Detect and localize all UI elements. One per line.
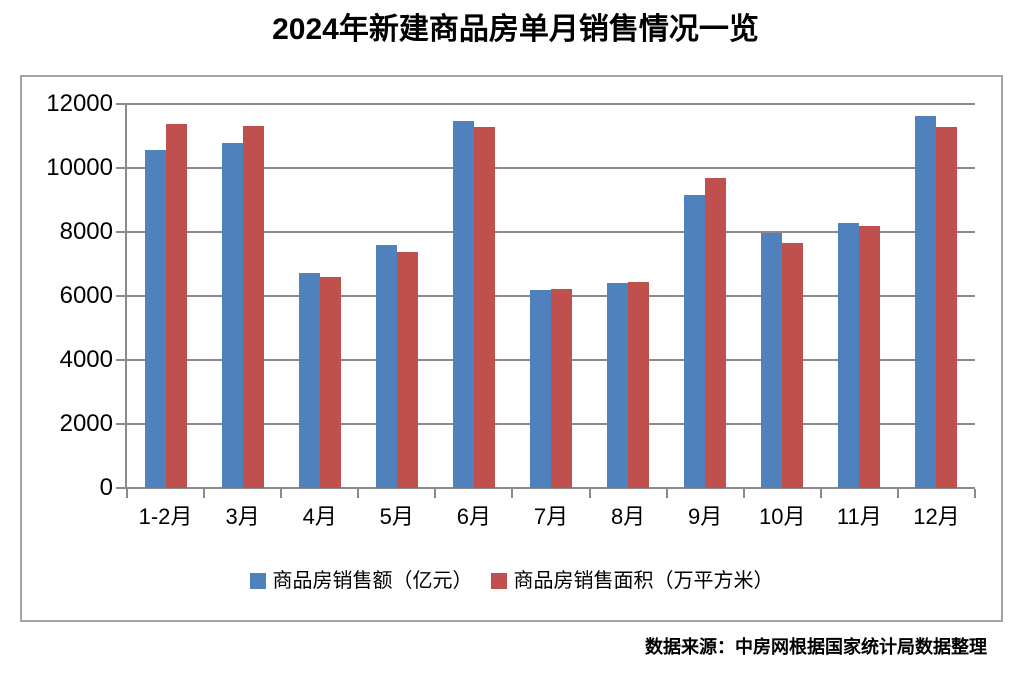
x-axis-tick: [126, 489, 128, 498]
y-axis-label: 6000: [59, 282, 113, 309]
plot-area: 0 2000 4000 6000 8000 10000 12000 1-2月 3月 4月 5月 6月 7…: [46, 91, 976, 529]
y-axis-tick: [116, 167, 125, 169]
y-axis-tick: [116, 103, 125, 105]
bar-series-1-12月: [915, 116, 937, 488]
y-axis-label: 8000: [59, 218, 113, 245]
x-axis-line: [125, 487, 975, 489]
x-axis-tick: [819, 489, 822, 498]
bar-series-1-6月: [452, 121, 474, 488]
bar-series-2-1-2月: [165, 124, 187, 488]
legend-item-1: 商品房销售额（亿元）: [249, 569, 473, 593]
bar-series-2-11月: [859, 225, 881, 488]
x-axis-tick: [896, 489, 899, 498]
bar-series-1-1-2月: [144, 149, 166, 488]
x-axis-tick: [203, 489, 206, 498]
gridline: [127, 167, 975, 169]
x-axis-label: 8月: [610, 504, 646, 529]
chart-title: 2024年新建商品房单月销售情况一览: [272, 13, 759, 46]
legend-swatch-icon: [249, 573, 266, 589]
source-note: 数据来源：中房网根据国家统计局数据整理: [645, 637, 987, 657]
y-axis-label: 12000: [46, 90, 113, 117]
x-axis-label: 12月: [913, 504, 960, 529]
bar-series-1-3月: [221, 142, 243, 488]
bar-series-1-5月: [375, 244, 397, 488]
bar-series-2-3月: [242, 126, 264, 488]
y-axis-label: 0: [99, 474, 113, 501]
legend-label: 商品房销售额（亿元）: [272, 570, 473, 592]
legend: 商品房销售额（亿元） 商品房销售面积（万平方米）: [22, 569, 1001, 593]
x-axis-tick: [742, 489, 745, 498]
x-axis-label: 11月: [836, 504, 882, 529]
bar-series-2-4月: [319, 277, 341, 488]
x-axis-tick: [511, 489, 514, 498]
x-axis-label: 9月: [688, 504, 723, 529]
bar-series-1-8月: [607, 283, 629, 488]
gridline: [127, 103, 975, 105]
x-axis-tick: [280, 489, 283, 498]
bar-series-1-10月: [761, 232, 783, 488]
x-axis-label: 5月: [379, 504, 414, 529]
bar-series-2-7月: [551, 288, 572, 488]
x-axis-tick: [434, 489, 437, 498]
x-axis-label: 1-2月: [138, 504, 193, 529]
bar-series-1-11月: [838, 223, 860, 488]
x-axis-label: 7月: [533, 504, 569, 529]
x-axis-tick: [588, 489, 591, 498]
y-axis-tick: [116, 359, 125, 361]
bar-series-2-8月: [628, 281, 650, 488]
x-axis-tick: [974, 489, 976, 498]
bar-series-1-7月: [530, 289, 551, 488]
x-axis-label: 3月: [225, 504, 260, 529]
bar-series-2-6月: [473, 127, 495, 488]
gridline: [127, 231, 975, 233]
bar-series-1-9月: [684, 194, 706, 488]
y-axis-label: 4000: [59, 346, 113, 373]
bar-series-2-12月: [936, 127, 958, 488]
bar-series-1-4月: [298, 273, 320, 488]
legend-label: 商品房销售面积（万平方米）: [513, 570, 774, 592]
chart-frame: 0 2000 4000 6000 8000 10000 12000 1-2月 3月 4月 5月 6月 7…: [20, 75, 1003, 622]
bar-series-2-5月: [396, 251, 418, 488]
y-axis-tick: [116, 487, 125, 489]
y-axis-tick: [116, 295, 125, 297]
y-axis-tick: [116, 231, 125, 233]
bar-series-2-10月: [782, 243, 804, 488]
legend-item-2: 商品房销售面积（万平方米）: [490, 569, 774, 593]
y-axis-label: 2000: [59, 410, 113, 437]
y-axis-label: 10000: [46, 154, 113, 181]
x-axis-tick: [357, 489, 360, 498]
legend-swatch-icon: [490, 573, 507, 589]
y-axis-line: [125, 103, 127, 489]
x-axis-tick: [665, 489, 668, 498]
x-axis-label: 10月: [759, 504, 806, 529]
y-axis-tick: [116, 423, 125, 425]
x-axis-label: 4月: [302, 504, 337, 529]
x-axis-label: 6月: [456, 504, 492, 529]
bar-series-2-9月: [705, 178, 727, 488]
